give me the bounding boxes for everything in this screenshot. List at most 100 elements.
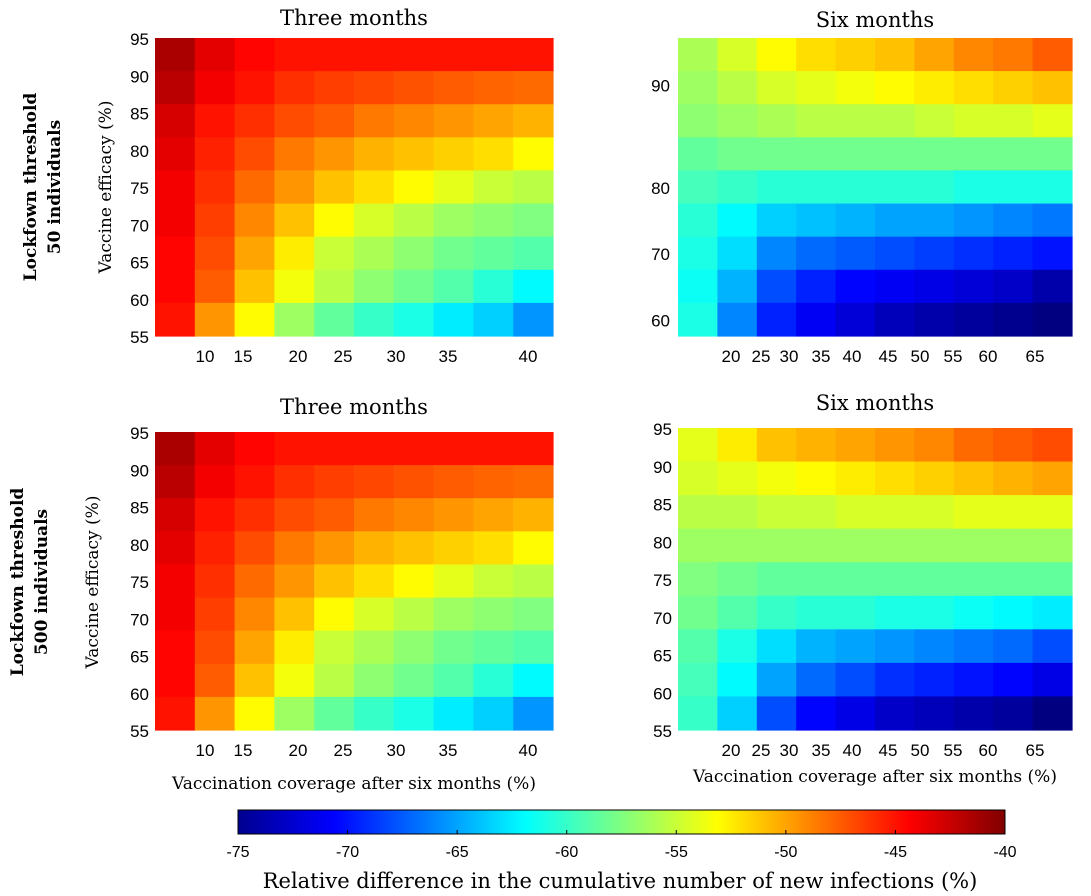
heatmap-cell [234,302,275,337]
heatmap-cell [1032,595,1073,630]
heatmap-cell [717,562,758,597]
heatmap-cell [953,696,994,731]
heatmap-cell [513,170,554,205]
heatmap-cell [1032,528,1073,563]
y-tick-label: 80 [653,533,672,552]
heatmap-panel-4: Six months 55 60 65 70 75 80 85 90 95 20 25 30 35 40 45… [653,391,1073,787]
heatmap-cell [953,104,994,138]
heatmap-cell [513,302,554,337]
heatmap-cell [513,203,554,238]
colorbar-gradient [237,809,1006,835]
heatmap-cell [914,528,955,563]
heatmap-cell [875,595,915,630]
heatmap-cell [393,663,435,698]
heatmap-cell [155,170,196,205]
heatmap-cell [155,465,196,499]
heatmap-cell [433,498,474,532]
heatmap-cell [473,465,514,499]
heatmap-cell [756,461,797,496]
heatmap-cell [473,269,514,304]
heatmap-cell [678,629,718,664]
row-label-2-line2: 500 individuals [32,509,52,655]
colorbar: -75 -70 -65 -60 -55 -50 -45 -40 Relative differ… [226,809,1017,893]
heatmap-cell [756,629,797,664]
heatmap-cell [234,203,275,238]
heatmap-cell [756,203,797,238]
heatmap-cell [194,663,236,698]
heatmap-cell [756,562,797,597]
heatmap-cell [393,630,435,665]
heatmap-cell [393,597,435,632]
row-label-1-line2: 50 individuals [45,120,65,254]
heatmap-cell [433,71,474,105]
heatmap-cell [717,104,758,138]
heatmap-cell [314,597,355,632]
heatmap-cell [513,236,554,271]
heatmap-cell [796,302,837,337]
heatmap-cell [433,104,474,138]
heatmap-cell [433,696,474,731]
heatmap-cell [513,38,554,72]
heatmap-cell [835,562,876,597]
y-tick-label: 70 [651,245,670,264]
heatmap-cell [993,104,1034,138]
y-tick-label: 60 [653,684,672,703]
heatmap-cell [433,663,474,698]
heatmap-cell [473,696,514,731]
heatmap-cell [473,236,514,271]
heatmap-cell [314,170,355,205]
heatmap-cell [1032,302,1073,337]
heatmap-cell [953,629,994,664]
heatmap-cell [473,71,514,105]
heatmap-cell [993,562,1034,597]
heatmap-cell [513,465,554,499]
heatmap-cell [717,595,758,630]
heatmap-cell [234,531,275,566]
heatmap-cell [155,203,196,238]
heatmap-cell [274,302,315,337]
y-tick-label: 80 [651,179,670,198]
heatmap-cell [953,302,994,337]
x-tick-label: 65 [1026,347,1045,366]
heatmap-cell [513,663,554,698]
heatmap-cell [274,663,315,698]
heatmap-cell [953,662,994,698]
x-tick-label: 15 [234,347,253,366]
heatmap-cell [433,203,474,238]
heatmap-cell [393,170,435,205]
heatmap-cell [194,564,236,599]
heatmap-cell [717,137,758,172]
heatmap-cell [678,461,718,496]
heatmap-cell [513,597,554,632]
x-tick-label: 50 [911,347,930,366]
x-tick-label: 40 [843,347,862,366]
heatmap-cell [875,696,915,731]
heatmap-cell [354,564,395,599]
heatmap-cell [473,38,514,72]
heatmap-cell [194,465,236,499]
heatmap-cell [274,71,315,105]
heatmap-cell [756,595,797,630]
heatmap-cell [756,137,797,172]
heatmap-cell [875,269,915,304]
heatmap-cell [953,528,994,563]
heatmap-cell [914,428,955,463]
heatmap-cell [234,630,275,665]
heatmap-cell [756,302,797,337]
heatmap-cell [953,595,994,630]
heatmap-cell [433,564,474,599]
heatmap-cell [274,269,315,304]
heatmap-cell [678,302,718,337]
heatmap-cell [473,630,514,665]
heatmap-cell [875,302,915,337]
heatmap-cell [835,71,876,105]
heatmap-cell [796,38,837,72]
heatmap-cell [1032,137,1073,172]
heatmap-cell [354,302,395,337]
heatmap-cell [314,696,355,731]
heatmap-cell [875,203,915,238]
heatmap-cell [194,432,236,466]
x-axis-label: Vaccination coverage after six months (%… [692,767,1057,787]
heatmap-cell [796,595,837,630]
heatmap-cell [993,203,1034,238]
